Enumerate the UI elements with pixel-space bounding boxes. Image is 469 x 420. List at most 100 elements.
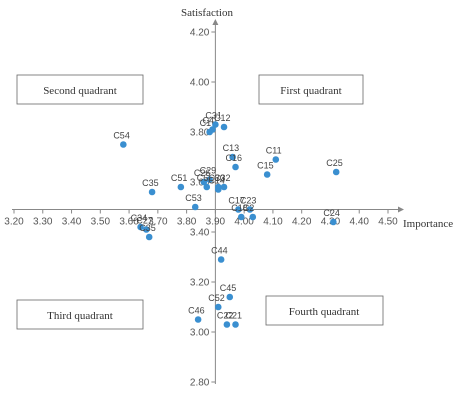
point-label: C17 xyxy=(228,196,245,206)
point-marker xyxy=(214,186,222,193)
data-point-c53: C53 xyxy=(185,193,202,211)
point-marker xyxy=(191,203,199,211)
point-label: C27 xyxy=(136,216,153,226)
point-label: C45 xyxy=(220,283,237,293)
x-tick-label: 3.70 xyxy=(148,217,168,228)
quadrant-label-first: First quadrant xyxy=(280,85,341,97)
point-marker xyxy=(206,128,213,136)
data-point-c54: C54 xyxy=(113,131,130,148)
point-marker xyxy=(235,206,242,213)
point-marker xyxy=(145,233,153,241)
data-point-c46: C46 xyxy=(188,306,205,323)
y-tick-label: 3.20 xyxy=(190,278,210,289)
y-tick-label: 4.20 xyxy=(190,28,210,39)
point-marker xyxy=(232,321,239,328)
point-label: C31 xyxy=(205,111,222,121)
y-axis-title: Satisfaction xyxy=(181,7,233,19)
point-label: C35 xyxy=(139,223,156,233)
x-tick-label: 4.20 xyxy=(292,217,312,228)
point-label: C23 xyxy=(240,196,257,206)
quadrant-box-second: Second quadrant xyxy=(16,74,144,105)
data-point-c22: C22 xyxy=(217,311,234,328)
point-label: C4 xyxy=(203,116,215,126)
x-tick-label: 3.60 xyxy=(119,217,139,228)
point-marker xyxy=(143,226,150,233)
data-point-c34: C34 xyxy=(131,213,148,231)
x-tick-label: 4.40 xyxy=(349,217,369,228)
point-label: C11 xyxy=(266,146,282,156)
quadrant-label-third: Third quadrant xyxy=(47,310,113,322)
point-label: C24 xyxy=(323,208,340,218)
data-point-c2: C2 xyxy=(243,203,257,221)
data-point-c35: C35 xyxy=(142,178,159,196)
x-tick-label: 4.00 xyxy=(234,217,254,228)
data-point-c17: C17 xyxy=(228,196,245,213)
point-label: C1 xyxy=(200,118,212,128)
point-marker xyxy=(137,223,144,231)
x-axis-arrow xyxy=(398,206,404,213)
point-label: C54 xyxy=(113,131,130,141)
data-point-c25: C25 xyxy=(326,158,343,176)
point-label: C52 xyxy=(208,293,225,303)
point-label: C29 xyxy=(200,166,217,176)
point-label: C32 xyxy=(214,173,231,183)
data-point-c35: C35 xyxy=(139,223,156,241)
data-point-c18: C18 xyxy=(231,203,248,221)
point-label: C51 xyxy=(171,173,188,183)
data-point-c51: C51 xyxy=(171,173,188,191)
axes: 3.20 3.30 3.40 3.50 3.60 3.70 3.80 3.90 4.00 4.10… xyxy=(4,19,404,389)
point-marker xyxy=(246,206,254,213)
x-tick-label: 3.80 xyxy=(177,217,197,228)
point-marker xyxy=(217,256,225,263)
point-marker xyxy=(332,168,340,176)
x-tick-label: 3.50 xyxy=(91,217,111,228)
data-point-c6: C6 xyxy=(197,173,211,191)
point-label: C26 xyxy=(194,168,211,178)
data-point-c23: C23 xyxy=(240,196,257,213)
y-tick-label: 3.40 xyxy=(190,228,210,239)
y-tick-label: 3.60 xyxy=(190,178,210,189)
point-label: C12 xyxy=(214,113,231,123)
quadrant-box-fourth: Fourth quadrant xyxy=(265,295,384,326)
point-label: C35 xyxy=(142,178,159,188)
point-label: C22 xyxy=(217,311,234,321)
data-point-c16: C16 xyxy=(226,153,243,171)
point-marker xyxy=(220,183,228,191)
point-marker xyxy=(206,176,213,183)
y-axis-arrow xyxy=(212,19,219,25)
point-label: C6 xyxy=(197,173,209,183)
data-point-c11: C11 xyxy=(266,146,282,163)
data-point-c27: C27 xyxy=(136,216,153,233)
point-label: C34 xyxy=(131,213,148,223)
quadrant-box-third: Third quadrant xyxy=(16,299,144,330)
point-marker xyxy=(330,218,337,226)
data-point-c32: C32 xyxy=(214,173,231,191)
y-tick-label: 2.80 xyxy=(190,378,210,389)
point-marker xyxy=(200,178,208,186)
quadrant-label-fourth: Fourth quadrant xyxy=(289,306,360,318)
data-point-c31: C31 xyxy=(205,111,222,128)
point-marker xyxy=(220,123,228,131)
point-marker xyxy=(177,183,185,191)
point-marker xyxy=(263,171,271,178)
x-tick-label: 3.40 xyxy=(62,217,82,228)
y-tick-label: 4.00 xyxy=(190,78,210,89)
data-point-c12: C12 xyxy=(214,113,231,131)
point-label: C53 xyxy=(185,193,202,203)
x-tick-label: 4.50 xyxy=(378,217,398,228)
x-tick-label: 3.20 xyxy=(4,217,24,228)
data-point-c45: C45 xyxy=(220,283,237,301)
point-label: C30 xyxy=(208,173,225,183)
quadrant-labels: Second quadrant First quadrant Third qua… xyxy=(16,74,384,330)
point-marker xyxy=(120,141,127,148)
data-point-c14: C14 xyxy=(208,176,225,193)
point-label: C16 xyxy=(226,153,243,163)
point-label: C18 xyxy=(231,203,248,213)
data-point-c1: C1 xyxy=(200,118,213,136)
data-point-c52: C52 xyxy=(208,293,225,311)
x-tick-label: 4.10 xyxy=(263,217,283,228)
point-marker xyxy=(249,213,257,221)
point-marker xyxy=(229,153,236,161)
